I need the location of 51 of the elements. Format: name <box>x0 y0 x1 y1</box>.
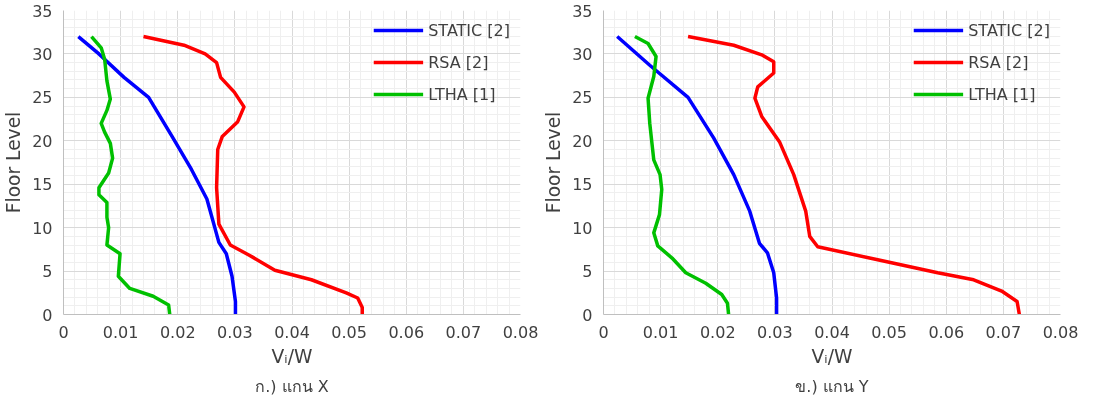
x-tick-label: 0.02 <box>699 322 736 342</box>
x-tick-label: 0.06 <box>388 322 425 342</box>
x-tick-label: 0.03 <box>757 322 793 342</box>
line-series <box>633 34 731 315</box>
line-series <box>141 34 365 315</box>
y-tick-label: 25 <box>572 88 593 108</box>
y-tick-label: 0 <box>42 305 53 325</box>
x-tick-label: 0.08 <box>1042 322 1079 342</box>
legend-label: LTHA [1] <box>968 84 1036 104</box>
x-tick-label: 0.05 <box>331 322 367 342</box>
y-tick-label: 0 <box>582 305 593 325</box>
x-tick-label: 0.08 <box>502 322 539 342</box>
y-tick-label: 35 <box>572 1 593 21</box>
legend-label: RSA [2] <box>428 52 489 72</box>
x-tick-label: 0.05 <box>871 322 907 342</box>
x-axis-title: Vᵢ/W <box>271 345 313 367</box>
y-tick-label: 10 <box>32 218 53 238</box>
x-tick-label: 0.04 <box>274 322 310 342</box>
x-axis-title: Vᵢ/W <box>811 345 853 367</box>
x-tick-label: 0.02 <box>159 322 196 342</box>
y-tick-label: 5 <box>42 262 53 282</box>
y-tick-label: 25 <box>32 88 53 108</box>
line-series <box>615 34 779 315</box>
x-tick-label: 0.04 <box>814 322 850 342</box>
text: ข.) แกน Y <box>795 376 869 396</box>
y-tick-label: 15 <box>572 175 593 195</box>
y-tick-label: 10 <box>572 218 593 238</box>
x-tick-label: 0.01 <box>102 322 139 342</box>
y-tick-label: 30 <box>572 44 593 64</box>
legend-label: STATIC [2] <box>968 20 1050 40</box>
x-tick-label: 0.01 <box>642 322 679 342</box>
legend-label: LTHA [1] <box>428 84 496 104</box>
legend-label: RSA [2] <box>968 52 1029 72</box>
x-tick-label: 0.07 <box>445 322 482 342</box>
y-tick-label: 20 <box>32 131 53 151</box>
text: ก.) แกน X <box>255 376 329 396</box>
y-tick-label: 20 <box>572 131 593 151</box>
y-axis-title: Floor Level <box>543 111 565 214</box>
x-tick-label: 0 <box>598 322 609 342</box>
x-tick-label: 0.03 <box>217 322 253 342</box>
x-tick-label: 0.06 <box>928 322 965 342</box>
y-tick-label: 5 <box>582 262 593 282</box>
x-tick-label: 0.07 <box>985 322 1022 342</box>
line-series <box>76 34 238 315</box>
y-tick-label: 30 <box>32 44 53 64</box>
line-series <box>89 34 172 315</box>
x-tick-label: 0 <box>58 322 69 342</box>
y-tick-label: 35 <box>32 1 53 21</box>
legend-label: STATIC [2] <box>428 20 510 40</box>
y-axis-title: Floor Level <box>3 111 25 214</box>
y-tick-label: 15 <box>32 175 53 195</box>
